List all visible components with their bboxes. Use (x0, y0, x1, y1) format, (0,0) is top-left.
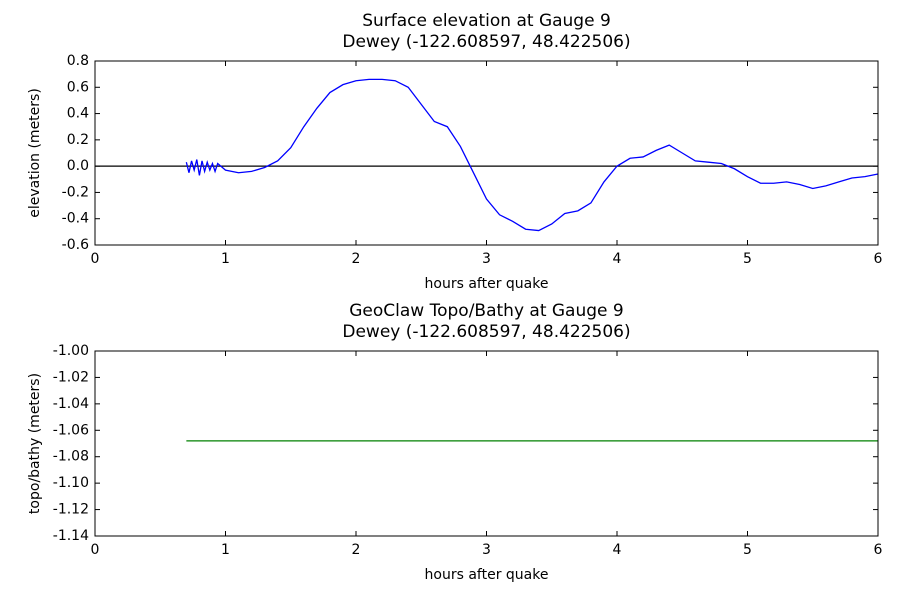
y-tick-label: 0.0 (67, 158, 89, 174)
y-tick-label: -0.6 (62, 237, 89, 253)
y-tick-label: -1.08 (53, 449, 89, 465)
x-tick-label: 6 (874, 542, 883, 558)
x-axis-label: hours after quake (425, 567, 549, 583)
y-tick-label: -1.00 (53, 343, 89, 359)
y-tick-label: 0.2 (67, 132, 89, 148)
y-tick-label: 0.4 (67, 106, 89, 122)
y-axis-label: elevation (meters) (27, 88, 43, 218)
y-tick-label: -1.10 (53, 475, 89, 491)
x-tick-label: 4 (613, 251, 622, 267)
x-tick-label: 6 (874, 251, 883, 267)
y-tick-label: -1.04 (53, 396, 89, 412)
x-tick-label: 3 (482, 542, 491, 558)
data-line (185, 78, 879, 232)
x-tick-label: 5 (743, 542, 752, 558)
chart-subtitle: Dewey (-122.608597, 48.422506) (342, 322, 630, 342)
y-tick-label: -0.2 (62, 184, 89, 200)
y-tick-label: 0.6 (67, 79, 89, 95)
x-tick-label: 2 (352, 251, 361, 267)
x-tick-label: 3 (482, 251, 491, 267)
plot-frame (94, 350, 879, 537)
x-tick-label: 1 (221, 542, 230, 558)
y-tick-label: -1.02 (53, 369, 89, 385)
y-axis-label: topo/bathy (meters) (27, 373, 43, 514)
chart-title: GeoClaw Topo/Bathy at Gauge 9 (349, 301, 623, 321)
y-tick-label: -1.14 (53, 528, 89, 544)
x-tick-label: 5 (743, 251, 752, 267)
plot-frame (94, 60, 879, 246)
y-tick-label: -0.4 (62, 211, 89, 227)
x-tick-label: 2 (352, 542, 361, 558)
chart-title: Surface elevation at Gauge 9 (362, 11, 611, 31)
x-tick-label: 0 (91, 542, 100, 558)
y-tick-label: -1.06 (53, 422, 89, 438)
x-tick-label: 1 (221, 251, 230, 267)
x-tick-label: 4 (613, 542, 622, 558)
y-tick-label: -1.12 (53, 502, 89, 518)
chart-subtitle: Dewey (-122.608597, 48.422506) (342, 32, 630, 52)
x-axis-label: hours after quake (425, 276, 549, 292)
y-tick-label: 0.8 (67, 53, 89, 69)
x-tick-label: 0 (91, 251, 100, 267)
